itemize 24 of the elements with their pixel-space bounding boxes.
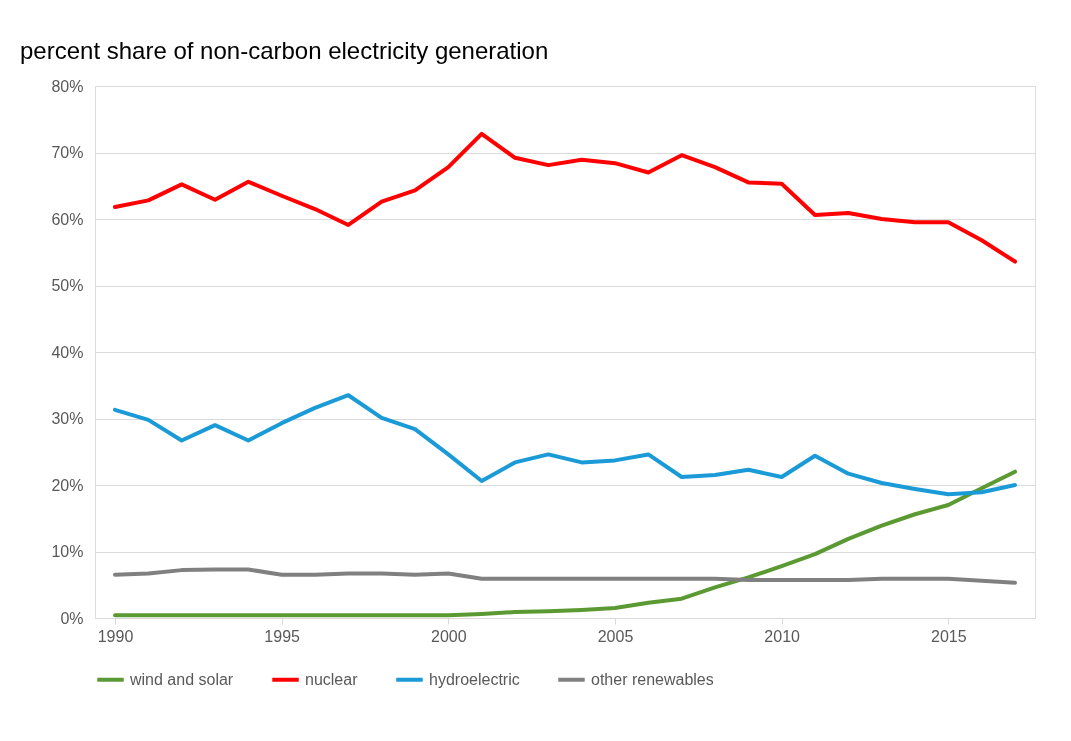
legend-label: wind and solar: [129, 670, 234, 688]
y-tick-label: 50%: [51, 277, 84, 294]
line-series: [113, 131, 1017, 264]
line-series: [113, 469, 1017, 618]
y-tick-label: 80%: [51, 77, 84, 95]
line-series: [113, 393, 1017, 497]
legend-label: other renewables: [591, 670, 714, 688]
x-tick-label: 2005: [597, 627, 634, 645]
y-tick-label: 70%: [51, 144, 84, 161]
x-tick-label: 2015: [931, 627, 967, 645]
legend-label: hydroelectric: [429, 670, 520, 688]
y-tick-label: 60%: [51, 210, 84, 228]
x-tick-label: 1995: [264, 627, 301, 645]
y-tick-label: 40%: [51, 343, 84, 361]
chart-title: percent share of non-carbon electricity generation: [20, 37, 549, 64]
y-tick-label: 0%: [60, 609, 84, 627]
y-tick-label: 10%: [51, 543, 84, 560]
x-tick-label: 1990: [97, 627, 134, 645]
y-tick-label: 30%: [51, 410, 84, 427]
x-tick-label: 2000: [431, 627, 467, 645]
legend-label: nuclear: [305, 670, 359, 688]
x-tick-label: 2010: [764, 627, 801, 645]
line-series: [113, 567, 1017, 585]
y-tick-label: 20%: [51, 476, 84, 494]
